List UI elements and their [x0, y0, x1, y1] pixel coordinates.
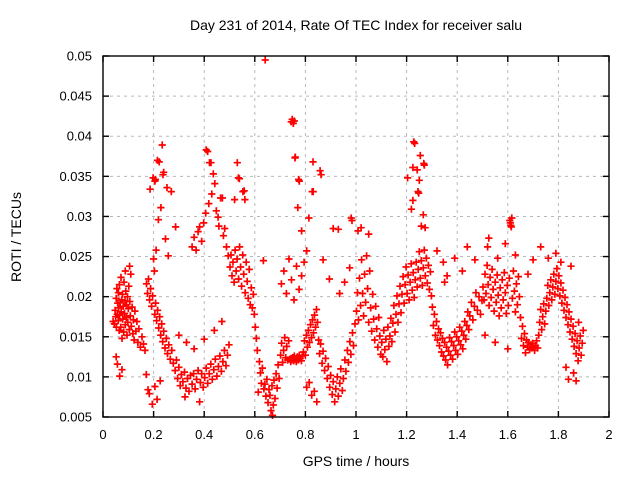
x-tick-label: 0.4 [195, 427, 213, 442]
y-tick-label: 0.005 [59, 410, 92, 425]
scatter-points [109, 56, 587, 419]
y-tick-label: 0.035 [59, 169, 92, 184]
x-tick-label: 1.6 [499, 427, 517, 442]
x-tick-label: 1 [352, 427, 359, 442]
x-axis-label: GPS time / hours [302, 453, 410, 469]
y-tick-label: 0.01 [67, 369, 92, 384]
y-tick-label: 0.015 [59, 329, 92, 344]
y-tick-label: 0.03 [67, 209, 92, 224]
x-tick-label: 0 [99, 427, 106, 442]
y-tick-label: 0.04 [67, 129, 92, 144]
x-tick-label: 0.2 [145, 427, 163, 442]
x-tick-label: 2 [605, 427, 612, 442]
plot-border [102, 55, 610, 418]
x-tick-label: 1.4 [448, 427, 466, 442]
y-tick-label: 0.045 [59, 89, 92, 104]
x-tick-label: 0.8 [296, 427, 314, 442]
x-tick-label: 1.2 [398, 427, 416, 442]
y-tick-label: 0.05 [67, 49, 92, 64]
y-tick-label: 0.02 [67, 289, 92, 304]
y-tick-label: 0.025 [59, 249, 92, 264]
chart-title: Day 231 of 2014, Rate Of TEC Index for r… [189, 17, 523, 33]
x-tick-label: 0.6 [246, 427, 264, 442]
x-tick-label: 1.8 [549, 427, 567, 442]
